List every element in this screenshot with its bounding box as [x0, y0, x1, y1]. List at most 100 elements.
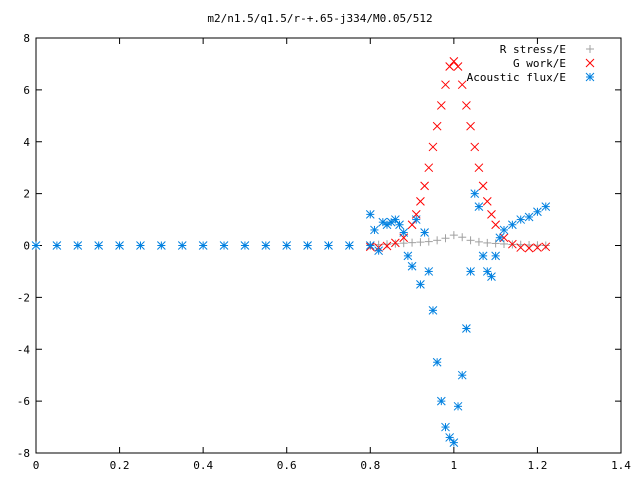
- acoustic-flux-e-point: [157, 241, 166, 250]
- acoustic-flux-e-point: [345, 241, 354, 250]
- g-work-e-point: [524, 243, 534, 253]
- legend-label: R stress/E: [500, 43, 566, 56]
- acoustic-flux-e-point: [541, 202, 551, 211]
- acoustic-flux-e-point: [73, 241, 83, 250]
- r-stress-e-point: [424, 237, 433, 246]
- axis-ticks: 0 0.2 0.4 0.6 0.8 1 1.2 1.4 -8 -6 -4 -2 0 2 4 6 8: [17, 32, 632, 472]
- acoustic-flux-e-point: [445, 433, 455, 442]
- chart-title: m2/n1.5/q1.5/r-+.65-j334/M0.05/512: [207, 12, 432, 25]
- acoustic-flux-e-point: [370, 225, 379, 235]
- g-work-e-point: [487, 210, 496, 219]
- g-work-e-point: [474, 163, 484, 173]
- r-stress-e-point: [541, 241, 550, 250]
- g-work-e-point: [491, 220, 500, 230]
- g-work-e-point: [407, 220, 417, 230]
- g-work-e-point: [436, 101, 446, 110]
- acoustic-flux-e-point: [516, 215, 526, 224]
- acoustic-flux-e-point: [94, 241, 104, 250]
- x-tick-label: 1.4: [611, 459, 631, 472]
- y-tick-label: -2: [17, 291, 30, 304]
- r-stress-e-point: [391, 239, 400, 248]
- acoustic-flux-e-point: [449, 438, 459, 447]
- r-stress-e-point: [408, 238, 417, 247]
- g-work-e-point: [382, 241, 392, 251]
- acoustic-flux-e-point: [432, 357, 442, 367]
- acoustic-flux-e-point: [407, 261, 417, 271]
- acoustic-flux-e-point: [470, 189, 480, 198]
- g-work-e-point: [428, 142, 438, 152]
- acoustic-flux-e-point: [453, 401, 463, 411]
- acoustic-flux-e-point: [198, 241, 208, 250]
- acoustic-flux-e-point: [487, 272, 496, 281]
- acoustic-flux-e-point: [324, 241, 333, 250]
- acoustic-flux-e-point: [466, 267, 475, 276]
- g-work-e-point: [478, 181, 488, 191]
- acoustic-flux-e-point: [52, 241, 62, 250]
- x-tick-label: 0.8: [360, 459, 380, 472]
- acoustic-flux-e-point: [462, 324, 471, 333]
- r-stress-e-point: [491, 239, 500, 248]
- acoustic-flux-e-point: [31, 241, 41, 250]
- acoustic-flux-e-point: [365, 210, 375, 219]
- g-work-e-point: [482, 197, 492, 206]
- x-tick-label: 0.4: [193, 459, 213, 472]
- r-stress-e-point: [416, 238, 425, 247]
- g-work-e-point: [445, 62, 455, 71]
- legend-g-work-e-marker: [585, 58, 595, 68]
- x-tick-label: 0.6: [277, 459, 297, 472]
- g-work-e-point: [516, 243, 526, 252]
- acoustic-flux-e-point: [436, 396, 446, 406]
- g-work-e-point: [432, 121, 442, 131]
- acoustic-flux-e-point: [399, 228, 409, 237]
- acoustic-flux-e-point: [240, 241, 250, 250]
- data-marks: [31, 56, 551, 447]
- x-tick-label: 1.2: [527, 459, 547, 472]
- acoustic-flux-e-point: [428, 305, 438, 315]
- g-work-e-point: [541, 242, 551, 252]
- y-tick-label: 2: [23, 188, 30, 201]
- acoustic-flux-e-point: [411, 215, 421, 224]
- acoustic-flux-e-point: [524, 212, 534, 222]
- r-stress-e-point: [399, 239, 408, 248]
- acoustic-flux-e-point: [219, 241, 229, 250]
- acoustic-flux-e-point: [391, 215, 400, 224]
- x-tick-label: 1: [451, 459, 458, 472]
- acoustic-flux-e-point: [474, 202, 484, 211]
- acoustic-flux-e-point: [533, 207, 542, 217]
- g-work-e-point: [420, 181, 429, 191]
- y-tick-label: 0: [23, 240, 30, 253]
- acoustic-flux-e-point: [177, 241, 187, 250]
- r-stress-e-point: [466, 236, 475, 245]
- legend-r-stress-e-marker: [586, 45, 594, 53]
- legend-acoustic-flux-e-marker: [585, 72, 595, 82]
- g-work-e-point: [441, 80, 450, 90]
- g-work-e-point: [416, 197, 425, 206]
- y-tick-label: 6: [23, 84, 30, 97]
- r-stress-e-point: [383, 240, 391, 249]
- acoustic-flux-e-point: [136, 241, 145, 250]
- g-work-e-point: [424, 163, 434, 173]
- acoustic-flux-e-point: [478, 251, 488, 261]
- y-tick-label: 4: [23, 136, 30, 149]
- y-tick-label: -8: [17, 447, 30, 460]
- r-stress-e-point: [441, 234, 450, 243]
- acoustic-flux-e-point: [365, 241, 375, 250]
- y-tick-label: -4: [17, 343, 31, 356]
- x-tick-label: 0: [33, 459, 40, 472]
- g-work-e-point: [453, 62, 463, 71]
- r-stress-e-point: [458, 233, 467, 242]
- g-work-e-point: [533, 243, 542, 252]
- acoustic-flux-e-point: [441, 422, 450, 432]
- acoustic-flux-e-point: [495, 233, 505, 243]
- y-tick-label: 8: [23, 32, 30, 45]
- legend-label: G work/E: [513, 57, 566, 70]
- g-work-e-point: [466, 121, 475, 131]
- acoustic-flux-e-point: [282, 241, 292, 250]
- g-work-e-point: [508, 239, 517, 249]
- acoustic-flux-e-point: [416, 280, 425, 289]
- acoustic-flux-e-point: [424, 267, 434, 276]
- g-work-e-point: [470, 142, 480, 152]
- g-work-e-point: [457, 80, 467, 90]
